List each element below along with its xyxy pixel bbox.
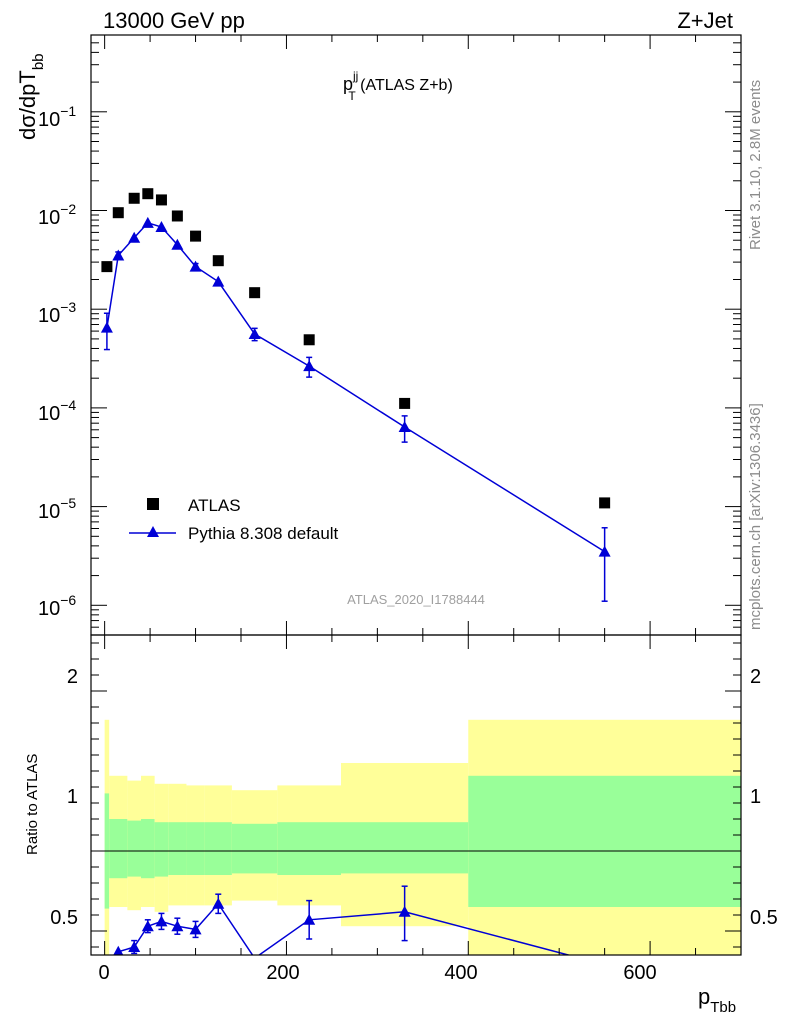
x-tick-label: 600 [623, 962, 656, 984]
mc-point [189, 260, 202, 272]
ratio-tick-label: 0.5 [50, 907, 78, 929]
mc-point [171, 238, 184, 250]
atlas-point [190, 230, 202, 242]
mc-point [598, 545, 611, 557]
atlas-point [155, 194, 167, 206]
mc-point [128, 231, 141, 243]
x-tick-label: 400 [444, 962, 477, 984]
green-band-segment [109, 819, 128, 879]
mc-point [248, 328, 261, 340]
x-tick-label: 200 [266, 962, 299, 984]
mc-point [112, 249, 125, 261]
ratio-panel-series [113, 885, 572, 955]
legend-mc-label: Pythia 8.308 default [188, 524, 339, 543]
y-tick-label: 10−4 [38, 397, 76, 425]
atlas-point [112, 207, 124, 219]
green-band-segment [141, 819, 155, 879]
y-axis-title-bottom: Ratio to ATLAS [24, 754, 41, 855]
ratio-point [171, 920, 184, 932]
ratio-point [141, 920, 154, 932]
ratio-point [155, 915, 168, 927]
y-tick-label: 10−6 [38, 592, 76, 620]
svg-text:dσ/dpTbb: dσ/dpTbb [15, 53, 47, 140]
top-panel-frame [90, 34, 742, 636]
green-band-segment [127, 820, 141, 877]
atlas-point [101, 261, 113, 273]
mc-point [303, 360, 316, 372]
legend-data-label: ATLAS [188, 496, 241, 515]
ratio-tick-label: 2 [67, 666, 78, 688]
y-tick-label: 10−2 [38, 201, 76, 229]
ratio-tick-label: 1 [67, 786, 78, 808]
y-axis-title-top: dσ/dpTbb [15, 53, 47, 140]
y-tick-label: 10−5 [38, 495, 76, 523]
mc-point [155, 221, 168, 233]
rivet-info: Rivet 3.1.10, 2.8M events [747, 80, 764, 250]
atlas-point [128, 192, 140, 204]
ratio-tick-label-right: 1 [750, 786, 761, 808]
plot-title: pjj T (ATLAS Z+b) [343, 69, 453, 103]
ratio-point [113, 945, 124, 955]
mc-point [141, 216, 154, 228]
legend-data-marker [147, 498, 159, 510]
top-panel-series [100, 188, 611, 602]
mc-point [100, 321, 113, 333]
legend-mc-marker [147, 526, 159, 537]
y-tick-label: 10−3 [38, 299, 76, 327]
atlas-point [171, 210, 183, 222]
green-band-segment [341, 822, 469, 874]
atlas-point [142, 188, 154, 200]
mc-series-line [106, 221, 606, 553]
ratio-uncertainty-bands [104, 719, 741, 955]
x-tick-labels: 0 200 400 600 [98, 962, 656, 984]
header-energy: 13000 GeV pp [103, 8, 245, 33]
ratio-point [303, 913, 316, 925]
legend: ATLAS Pythia 8.308 default [129, 496, 339, 543]
green-band-segment [154, 822, 169, 877]
ratio-point [398, 905, 411, 917]
x-tick-label: 0 [98, 962, 109, 984]
ratio-point [189, 923, 202, 935]
ratio-point [212, 897, 225, 909]
mcplots-info: mcplots.cern.ch [arXiv:1306.3436] [747, 403, 764, 630]
green-band-segment [204, 822, 232, 875]
green-band-segment [168, 822, 187, 875]
atlas-point [399, 397, 411, 409]
green-band-segment [186, 822, 205, 875]
atlas-point [303, 334, 315, 346]
ratio-panel-frame [90, 634, 742, 956]
mc-point [212, 275, 225, 287]
atlas-point [249, 287, 261, 299]
axis-ticks [91, 35, 742, 955]
ratio-point [128, 941, 141, 952]
ratio-tick-label-right: 2 [750, 666, 761, 688]
ratio-tick-label-right: 0.5 [750, 907, 778, 929]
green-band-segment [231, 823, 278, 874]
x-axis-title: pTbb [698, 984, 736, 1016]
green-band-segment [468, 775, 741, 907]
y-tick-label: 10−1 [38, 103, 76, 131]
ratio-y-tick-labels: 2 1 0.5 2 1 0.5 [50, 666, 778, 929]
atlas-point [599, 497, 611, 509]
top-y-tick-labels: 10−1 10−2 10−3 10−4 10−5 10−6 [38, 103, 76, 620]
mc-point [398, 421, 411, 433]
analysis-watermark: ATLAS_2020_I1788444 [347, 592, 485, 607]
atlas-point [212, 255, 224, 267]
header-process: Z+Jet [677, 8, 733, 33]
green-band-segment [277, 822, 341, 875]
